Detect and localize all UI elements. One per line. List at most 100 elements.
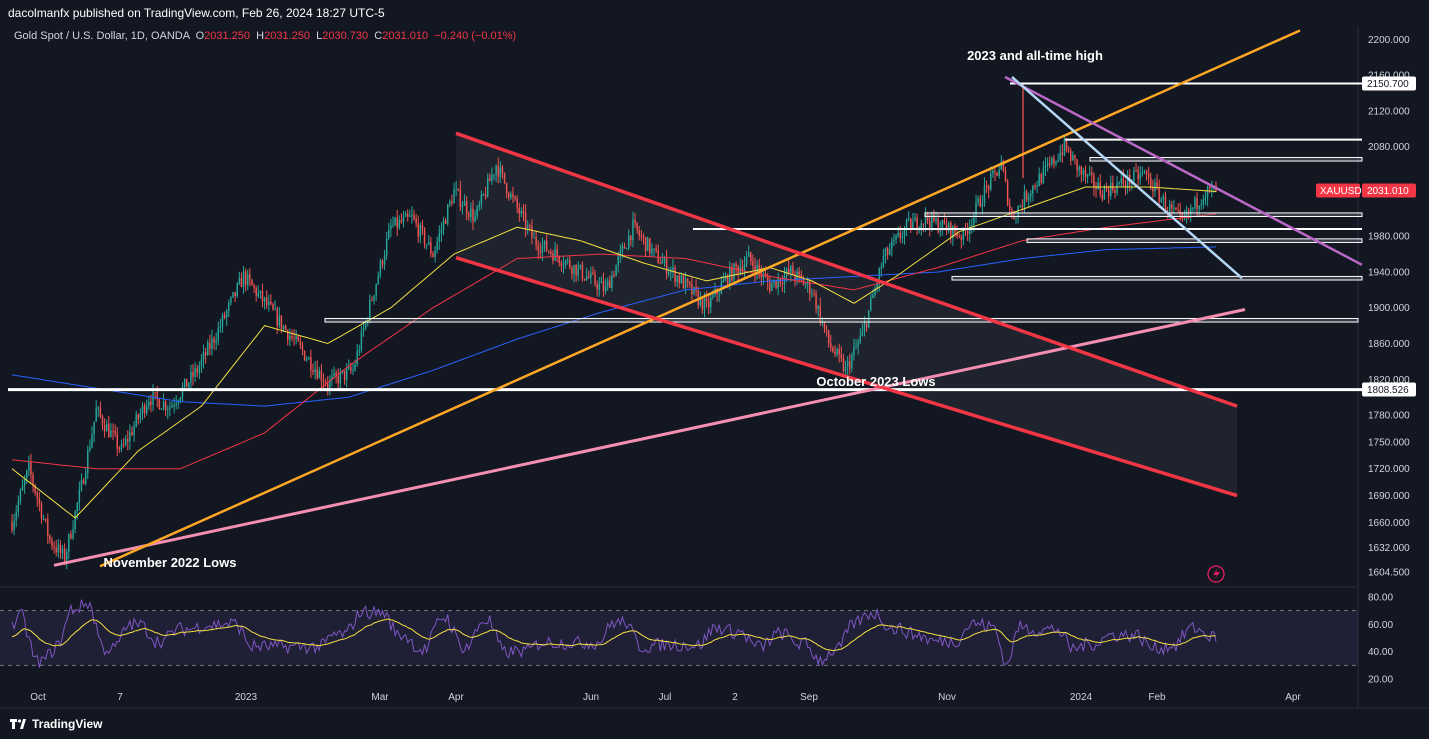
candle bbox=[880, 266, 883, 269]
x-tick-label: Feb bbox=[1148, 692, 1166, 703]
candle bbox=[996, 172, 998, 176]
candle bbox=[1196, 197, 1198, 209]
candle bbox=[893, 239, 895, 241]
candle bbox=[994, 170, 996, 173]
candle bbox=[329, 379, 331, 388]
candle bbox=[91, 434, 93, 448]
ma-slow-line bbox=[11, 246, 1217, 407]
candle bbox=[1133, 170, 1135, 181]
candle bbox=[905, 219, 908, 229]
candle bbox=[657, 250, 659, 263]
candle bbox=[672, 267, 674, 271]
candle bbox=[762, 273, 765, 278]
candle bbox=[211, 338, 213, 349]
candle bbox=[827, 330, 830, 344]
candle bbox=[895, 235, 897, 240]
change-value: −0.240 (−0.01%) bbox=[434, 30, 517, 42]
x-tick-label: Jun bbox=[583, 692, 599, 703]
candle bbox=[141, 405, 144, 414]
x-tick-label: Sep bbox=[800, 692, 818, 703]
candle bbox=[548, 250, 550, 252]
annotation-label: 2023 and all-time high bbox=[967, 48, 1103, 63]
candle bbox=[358, 350, 361, 352]
candle bbox=[381, 260, 384, 265]
y-tick-label: 1660.000 bbox=[1368, 518, 1410, 529]
candle bbox=[1208, 186, 1211, 189]
close-label: C bbox=[374, 30, 383, 42]
candle bbox=[556, 249, 558, 257]
candle bbox=[1061, 152, 1064, 155]
y-tick-label: 1780.000 bbox=[1368, 411, 1410, 422]
candle bbox=[588, 276, 590, 278]
candle bbox=[49, 535, 51, 541]
candle bbox=[221, 315, 224, 327]
candle bbox=[851, 355, 853, 369]
candle bbox=[1067, 150, 1070, 152]
candle bbox=[1082, 170, 1085, 175]
candle bbox=[771, 283, 773, 291]
candle bbox=[160, 408, 163, 410]
candle bbox=[609, 280, 611, 289]
candle bbox=[962, 228, 965, 241]
candle bbox=[272, 303, 274, 310]
candle bbox=[289, 335, 291, 340]
candle bbox=[897, 232, 899, 236]
candle bbox=[682, 275, 685, 289]
candle bbox=[415, 218, 417, 224]
candle bbox=[200, 359, 203, 367]
candle bbox=[573, 264, 575, 274]
candle bbox=[857, 342, 859, 347]
candle bbox=[630, 235, 632, 241]
candle bbox=[825, 329, 828, 331]
candle bbox=[13, 520, 15, 531]
candle bbox=[1044, 165, 1047, 168]
y-tick-label: 1604.500 bbox=[1368, 568, 1410, 579]
candle bbox=[813, 293, 815, 295]
rsi-tick-label: 80.00 bbox=[1368, 592, 1393, 603]
candle bbox=[1124, 184, 1127, 187]
zone-2004 bbox=[924, 212, 1363, 218]
candle bbox=[518, 207, 521, 214]
resistance-line bbox=[1004, 75, 1363, 266]
candle bbox=[884, 248, 887, 257]
candle bbox=[621, 245, 624, 251]
candle bbox=[1036, 186, 1038, 188]
candle bbox=[577, 267, 579, 276]
symbol-title: Gold Spot / U.S. Dollar, 1D, OANDA bbox=[14, 30, 190, 42]
candle bbox=[44, 518, 47, 520]
candle bbox=[933, 213, 935, 222]
candle bbox=[379, 260, 382, 276]
candle bbox=[1116, 183, 1118, 193]
candle bbox=[533, 237, 535, 239]
candle bbox=[25, 470, 28, 480]
candle bbox=[135, 414, 137, 427]
candle bbox=[617, 256, 619, 266]
candle bbox=[539, 250, 542, 253]
candle bbox=[1179, 210, 1181, 214]
candle bbox=[364, 320, 367, 329]
candle bbox=[693, 287, 695, 295]
symbol-tag-label: XAUUSD bbox=[1320, 186, 1362, 197]
candle bbox=[352, 369, 354, 371]
y-tick-label: 1632.000 bbox=[1368, 543, 1410, 554]
candle bbox=[162, 401, 165, 409]
candle bbox=[70, 534, 72, 539]
close-value: 2031.010 bbox=[382, 30, 429, 42]
candle bbox=[594, 273, 596, 285]
candle bbox=[796, 271, 798, 280]
candle bbox=[520, 210, 523, 214]
candle bbox=[990, 173, 992, 190]
candle bbox=[360, 331, 363, 351]
candle bbox=[207, 342, 209, 356]
candle bbox=[971, 224, 973, 227]
candle bbox=[792, 266, 794, 276]
candle bbox=[478, 204, 481, 207]
candle bbox=[217, 327, 220, 341]
candle bbox=[105, 423, 108, 432]
candle bbox=[1034, 185, 1036, 188]
candle bbox=[1002, 161, 1005, 171]
candle bbox=[1091, 173, 1093, 176]
price-pane bbox=[0, 26, 1358, 585]
candle bbox=[356, 350, 358, 365]
